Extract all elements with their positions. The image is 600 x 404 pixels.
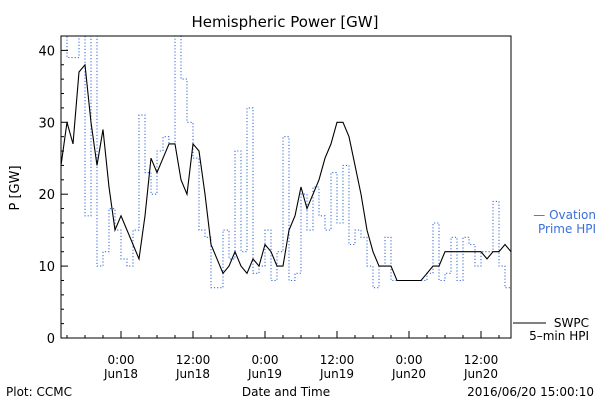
x-tick-date-label: Jun20	[463, 367, 498, 381]
x-tick-time-label: 0:00	[396, 353, 423, 367]
series-line-ovation-prime-hpi	[61, 36, 511, 289]
series-layer	[61, 36, 511, 289]
y-tick-label: 20	[38, 188, 55, 203]
plot-credit: Plot: CCMC	[6, 385, 72, 399]
plot-frame	[60, 35, 512, 339]
y-tick-label: 0	[47, 332, 55, 347]
x-axis-label: Date and Time	[242, 385, 330, 399]
legend-swpc-label: SWPC	[554, 316, 589, 330]
x-tick-date-label: Jun20	[391, 367, 426, 381]
y-tick-label: 10	[38, 260, 55, 275]
chart-title: Hemispheric Power [GW]	[192, 13, 379, 31]
x-tick-time-label: 0:00	[108, 353, 135, 367]
legend-swpc-label-line2: 5–min HPI	[529, 329, 589, 343]
x-tick-date-label: Jun18	[175, 367, 210, 381]
x-tick-time-label: 0:00	[252, 353, 279, 367]
x-tick-date-label: Jun19	[247, 367, 282, 381]
legend-ovation-label: — Ovation	[533, 208, 596, 222]
axis-layer: 0102030400:00Jun1812:00Jun180:00Jun1912:…	[38, 35, 512, 381]
series-line-swpc-hpi	[61, 63, 511, 282]
y-tick-label: 40	[38, 44, 55, 59]
legend-ovation-label-line2: Prime HPI	[538, 222, 596, 236]
x-tick-time-label: 12:00	[464, 353, 499, 367]
x-tick-time-label: 12:00	[176, 353, 211, 367]
y-axis-label: P [GW]	[8, 165, 23, 210]
plot-timestamp: 2016/06/20 15:00:10	[467, 385, 594, 399]
x-tick-time-label: 12:00	[320, 353, 355, 367]
x-tick-date-label: Jun18	[103, 367, 138, 381]
x-tick-date-label: Jun19	[319, 367, 354, 381]
y-tick-label: 30	[38, 116, 55, 131]
